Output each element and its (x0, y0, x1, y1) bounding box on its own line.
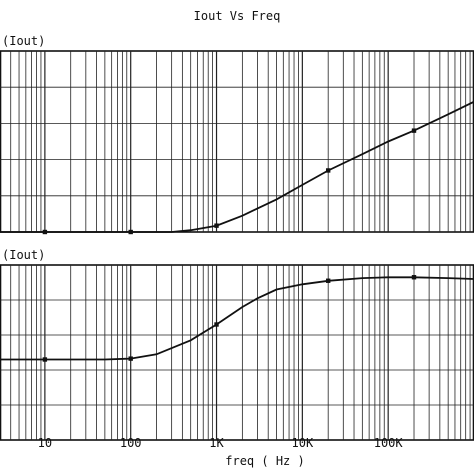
series-line (0, 276, 474, 361)
data-point (325, 278, 331, 283)
bottom-y-axis-label: (Iout) (2, 248, 45, 262)
plot-frame (0, 264, 474, 441)
top-panel: (Iout) (0, 34, 474, 235)
data-point (42, 229, 48, 235)
x-tick-label: 100 (120, 436, 142, 450)
x-tick-labels: 10 100 1K 10K 100K (38, 436, 404, 450)
data-point (42, 357, 48, 362)
plot-frame (0, 50, 474, 233)
x-tick-label: 100K (374, 436, 404, 450)
data-point (411, 128, 417, 133)
data-point (214, 322, 219, 327)
data-point (214, 223, 219, 228)
data-point (128, 229, 133, 235)
bottom-panel: (Iout) (0, 248, 474, 441)
data-point (411, 275, 417, 280)
chart-title: Iout Vs Freq (194, 9, 281, 23)
data-point (325, 168, 331, 173)
top-y-axis-label: (Iout) (2, 34, 45, 48)
x-tick-label: 10 (38, 436, 52, 450)
x-tick-label: 10K (292, 436, 314, 450)
series-line (0, 100, 474, 233)
x-axis-label: freq ( Hz ) (225, 454, 304, 468)
data-point (128, 356, 133, 361)
x-tick-label: 1K (209, 436, 224, 450)
